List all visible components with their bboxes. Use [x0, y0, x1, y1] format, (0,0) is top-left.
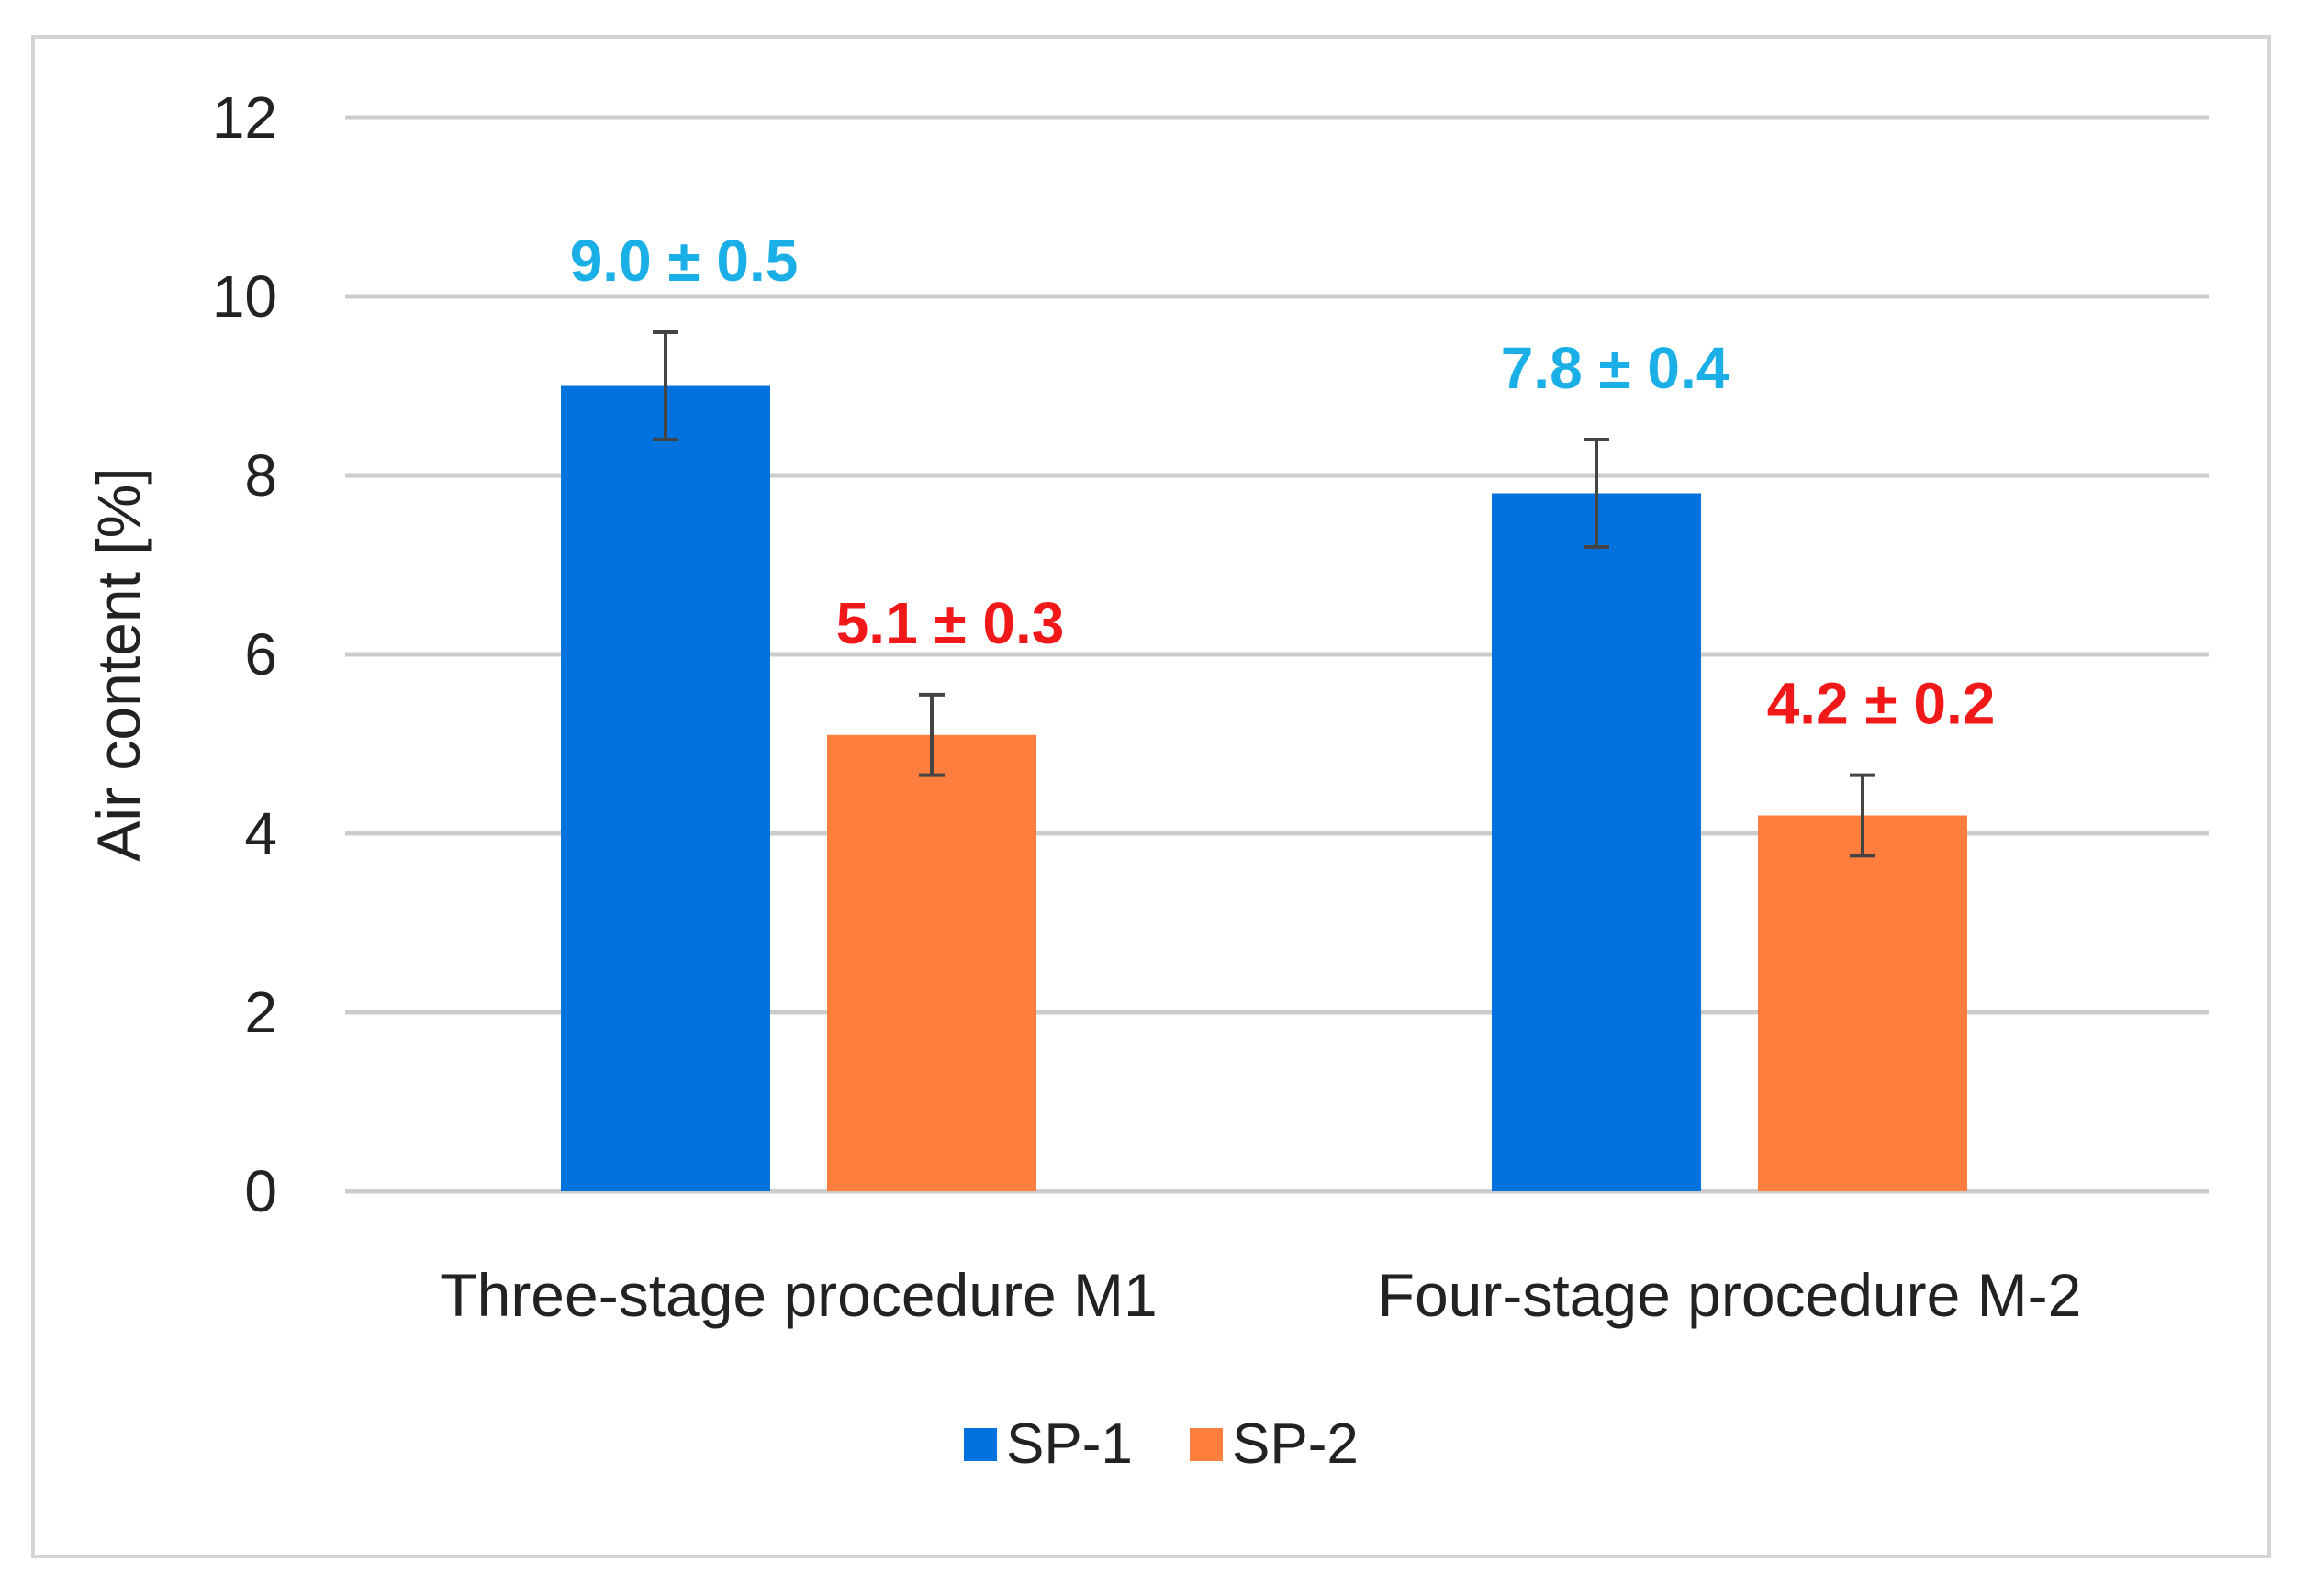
bars: [561, 385, 1967, 1191]
y-tick-label: 10: [212, 263, 277, 329]
error-bar: [653, 330, 678, 441]
legend: SP-1 SP-2: [964, 1412, 1359, 1476]
error-bar: [1850, 773, 1875, 858]
data-label: 4.2 ± 0.2: [1767, 671, 1996, 737]
data-label: 7.8 ± 0.4: [1501, 335, 1730, 401]
legend-label: SP-1: [1006, 1412, 1133, 1476]
bar-sp-1-1: [561, 385, 770, 1191]
y-tick-label: 12: [212, 84, 277, 151]
y-axis-ticks: 0 2 4 6 8 10 12: [212, 84, 277, 1224]
data-label: 5.1 ± 0.3: [836, 590, 1065, 656]
legend-item-sp-2: SP-2: [1190, 1412, 1359, 1476]
data-labels: 9.0 ± 0.5 7.8 ± 0.4 5.1 ± 0.3 4.2 ± 0.2: [570, 228, 1996, 737]
error-bar: [919, 692, 945, 777]
x-axis-categories: Three-stage procedure M1 Four-stage proce…: [440, 1261, 2081, 1329]
bar-sp-2-2: [1758, 815, 1967, 1191]
legend-item-sp-1: SP-1: [964, 1412, 1133, 1476]
bar-sp-2-1: [827, 734, 1036, 1191]
chart-frame: [31, 35, 2271, 1558]
y-axis-label: Air content [%]: [84, 467, 152, 861]
y-tick-label: 2: [244, 979, 277, 1045]
y-tick-label: 0: [244, 1158, 277, 1224]
bar-sp-1-2: [1492, 493, 1701, 1191]
data-label: 9.0 ± 0.5: [570, 228, 799, 294]
legend-label: SP-2: [1232, 1412, 1359, 1476]
error-bar: [1584, 438, 1609, 549]
y-tick-label: 8: [244, 442, 277, 508]
x-tick-label: Four-stage procedure M-2: [1378, 1261, 2082, 1329]
error-bars: [653, 330, 1875, 858]
y-tick-label: 6: [244, 621, 277, 687]
legend-swatch: [964, 1428, 997, 1461]
legend-swatch: [1190, 1428, 1223, 1461]
x-tick-label: Three-stage procedure M1: [440, 1261, 1157, 1329]
y-tick-label: 4: [244, 800, 277, 866]
